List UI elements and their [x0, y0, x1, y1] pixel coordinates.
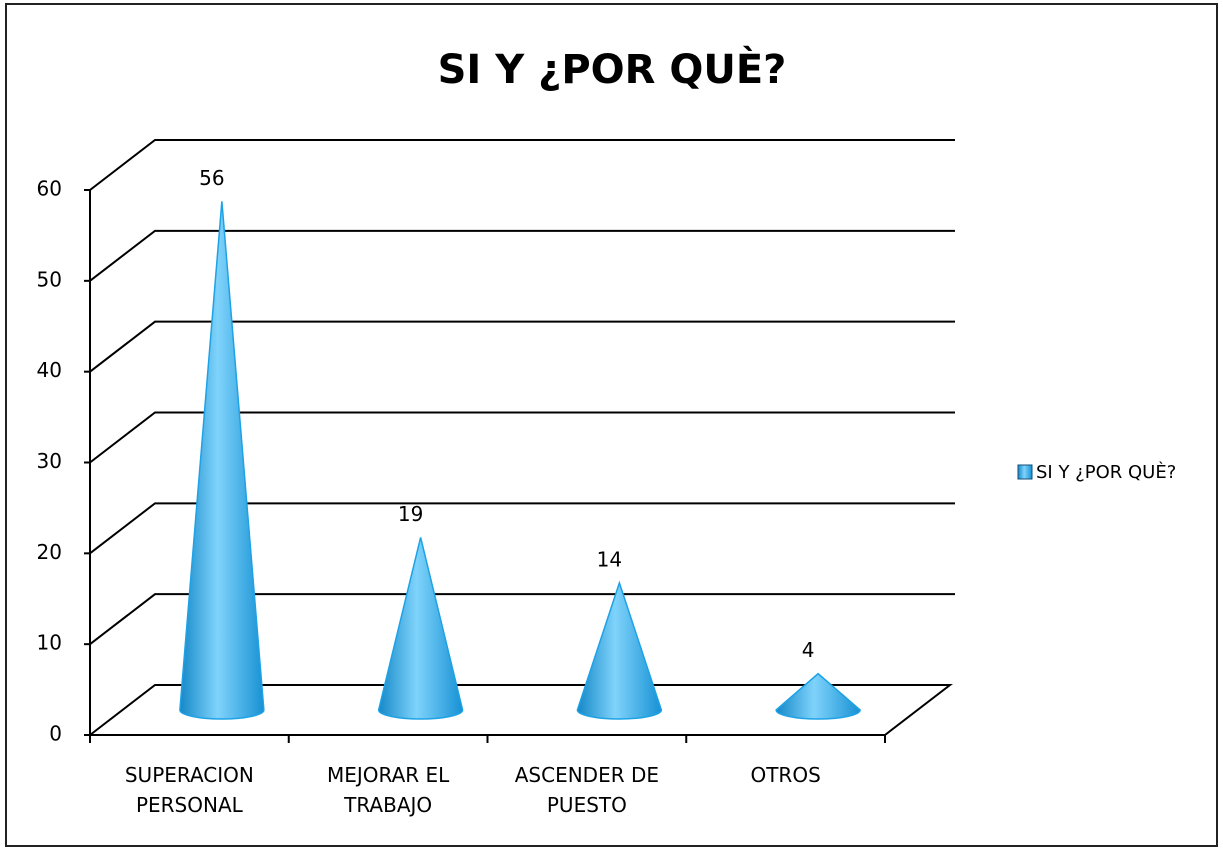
legend-label: SI Y ¿POR QUÈ? — [1036, 461, 1176, 483]
x-tick-label: OTROS — [750, 763, 821, 787]
cone — [179, 201, 265, 720]
y-tick-label: 10 — [37, 631, 62, 655]
grid-line — [89, 593, 955, 645]
y-tick-label: 60 — [37, 177, 62, 201]
value-label: 14 — [597, 547, 622, 571]
y-tick-label: 40 — [37, 358, 62, 382]
grid-line — [89, 411, 955, 464]
y-tick-label: 30 — [37, 449, 62, 473]
y-tick-label: 0 — [49, 722, 62, 746]
grid-line — [89, 320, 955, 373]
y-tick-label: 50 — [37, 267, 62, 291]
legend-swatch — [1017, 464, 1033, 480]
chart-title: SI Y ¿POR QUÈ? — [438, 45, 787, 93]
x-tick-label: MEJORAR EL TRABAJO — [326, 763, 450, 817]
x-tick-label: SUPERACION PERSONAL — [124, 763, 254, 817]
chart-border — [5, 3, 1218, 847]
value-label: 19 — [398, 502, 423, 526]
y-tick-label: 20 — [37, 540, 62, 564]
cone — [775, 672, 861, 720]
cone — [377, 537, 464, 720]
value-label: 56 — [199, 166, 224, 190]
cone — [576, 580, 663, 720]
grid-line — [89, 139, 955, 191]
value-label: 4 — [802, 638, 815, 662]
floor — [89, 684, 953, 736]
grid-line — [89, 502, 955, 555]
grid-line — [89, 229, 955, 282]
x-tick-label: ASCENDER DE PUESTO — [514, 763, 660, 817]
